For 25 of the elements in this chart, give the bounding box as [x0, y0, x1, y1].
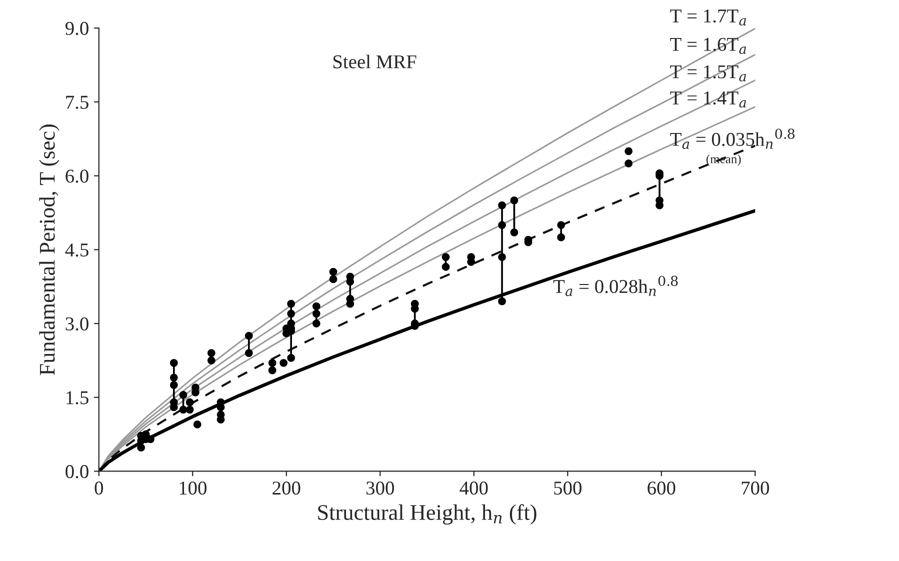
x-tick-label: 100 — [180, 482, 206, 495]
annotation: T$_{a}$ = 0.028h$_{n}$$^{0.8}$ — [553, 276, 678, 296]
x-tick-label: 700 — [742, 482, 769, 495]
x-tick-label: 300 — [366, 482, 394, 495]
x-axis-title: Structural Height, h$_{n}$ (ft) — [318, 504, 536, 525]
x-tick-label: 600 — [648, 482, 676, 495]
annotation: T = 1.5T$_{a}$ — [670, 65, 746, 82]
text: T = 1.7T$_{a}$ — [670, 10, 746, 26]
annotation: (mean) — [706, 154, 741, 166]
x-tick-label: 0 — [94, 482, 104, 495]
annotation: T = 1.4T$_{a}$ — [670, 91, 746, 108]
y-tick-label: 3.0 — [66, 317, 88, 331]
x-tick-label: 200 — [272, 482, 300, 495]
x-tick-label: 500 — [554, 482, 582, 495]
annotation: T = 1.6T$_{a}$ — [670, 38, 746, 54]
y-tick-label: 1.5 — [66, 391, 88, 404]
x-tick-label: 400 — [460, 482, 488, 495]
annotation: T$_{a}$ = 0.035h$_{n}$$^{0.8}$ — [670, 128, 795, 149]
y-tick-label: 4.5 — [65, 244, 88, 257]
y-axis-title: Fundamental Period, T (sec) — [39, 124, 60, 376]
y-tick-label: 9.0 — [65, 22, 88, 36]
y-tick-label: 0.0 — [66, 465, 88, 478]
text: Steel MRF — [333, 54, 416, 68]
y-tick-label: 6.0 — [66, 170, 88, 183]
y-tick-label: 7.5 — [66, 96, 88, 109]
